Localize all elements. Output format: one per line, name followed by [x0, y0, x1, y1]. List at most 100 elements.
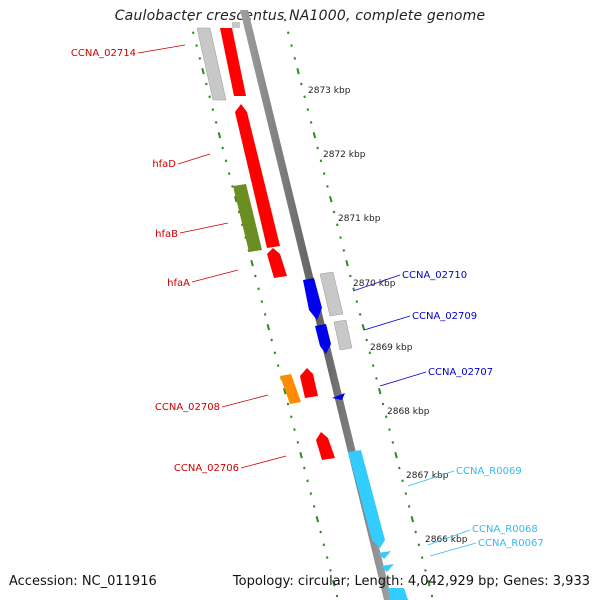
label-hfaa[interactable]: hfaA [167, 278, 190, 289]
outer-tick-row-tick [381, 402, 385, 406]
outer-tick-row-tick [312, 132, 317, 139]
inner-tick-row-tick [221, 146, 224, 150]
outer-tick-row-tick [375, 377, 378, 380]
inner-tick-row-tick [234, 196, 238, 203]
inner-tick-row-tick [192, 31, 195, 35]
inner-tick-row-tick [315, 516, 320, 523]
gene-hfab[interactable] [233, 184, 262, 252]
inner-tick-row-tick [309, 492, 313, 495]
inner-tick-row-tick [257, 287, 260, 291]
kbp-label-2867: 2867 kbp [406, 471, 449, 481]
label-ccna-r0069[interactable]: CCNA_R0069 [456, 466, 522, 477]
label-ccna-02714[interactable]: CCNA_02714 [71, 48, 136, 59]
rna-bottom[interactable] [388, 588, 408, 600]
kbp-label-2873: 2873 kbp [308, 86, 351, 96]
inner-tick-row-tick [201, 68, 205, 75]
outer-tick-row-tick [355, 300, 359, 303]
inner-tick-row-tick [237, 210, 241, 214]
outer-tick-row-tick [342, 249, 346, 252]
gene-ccna-02706[interactable] [316, 432, 335, 460]
outer-tick-row-tick [332, 210, 336, 214]
inner-tick-row-tick [329, 569, 332, 572]
inner-tick-row-tick [322, 543, 326, 547]
outer-tick-row-tick [398, 466, 401, 470]
inner-tick-row-tick [227, 172, 231, 175]
gene-hfad[interactable] [235, 104, 280, 248]
outer-tick-row-tick [391, 441, 395, 444]
outer-tick-row-tick [306, 108, 310, 111]
outer-tick-row-tick [336, 223, 339, 227]
label-ccna-r0068[interactable]: CCNA_R0068 [472, 524, 538, 535]
gene-ccna-02707[interactable] [332, 393, 345, 400]
label-hfab[interactable]: hfaB [155, 229, 178, 240]
outer-tick-row-tick [349, 274, 352, 278]
tick-rows [188, 18, 434, 598]
rna-ccna-r0068[interactable] [378, 551, 391, 559]
outer-tick-row-tick [385, 415, 388, 419]
outer-tick-row-tick [414, 530, 417, 534]
inner-tick-row-tick [195, 44, 198, 47]
label-ccna-r0067[interactable]: CCNA_R0067 [478, 538, 544, 549]
inner-tick-row-tick [335, 594, 339, 598]
outer-tick-row-tick [339, 236, 342, 239]
inner-tick-row-tick [266, 324, 271, 331]
gene-grey-top[interactable] [232, 22, 240, 28]
inner-tick-row-tick [241, 223, 244, 227]
outer-tick-row-tick [309, 121, 313, 124]
map-title: Caulobacter crescentus NA1000, complete … [114, 8, 486, 24]
label-ccna-02708[interactable]: CCNA_02708 [155, 402, 220, 413]
outer-tick-row-tick [352, 287, 355, 291]
gene-ccna-02714[interactable] [196, 27, 227, 101]
rna-ccna-r0067[interactable] [381, 564, 394, 572]
inner-tick-row-tick [270, 338, 273, 342]
inner-tick-row-tick [283, 388, 287, 395]
outer-tick-row-tick [371, 364, 375, 367]
gene-grey-3[interactable] [333, 319, 353, 351]
inner-tick-row-tick [293, 428, 296, 431]
gene-ccna-02709[interactable] [315, 324, 331, 354]
inner-tick-row-tick [286, 402, 290, 406]
outer-tick-row-tick [407, 505, 411, 508]
inner-tick-row-tick [325, 556, 329, 559]
outer-tick-row-tick [430, 594, 434, 598]
outer-tick-row-tick [296, 68, 300, 75]
inner-tick-row-tick [224, 159, 228, 163]
outer-tick-row-tick [388, 428, 391, 431]
gene-grey-2[interactable] [319, 271, 344, 317]
inner-tick-row-tick [188, 18, 192, 22]
inner-tick-row-tick [299, 452, 303, 459]
label-hfad[interactable]: hfaD [152, 159, 176, 170]
outer-tick-row-tick [394, 452, 398, 459]
rna-ccna-r0069[interactable] [348, 450, 385, 548]
inner-tick-row-tick [273, 351, 277, 355]
gene-hfaa[interactable] [267, 248, 287, 278]
inner-tick-row-tick [319, 530, 322, 534]
inner-tick-row-tick [303, 466, 306, 470]
outer-tick-row-tick [378, 388, 382, 395]
label-ccna-02710[interactable]: CCNA_02710 [402, 270, 467, 281]
inner-tick-row-tick [214, 121, 218, 124]
label-ccna-02709[interactable]: CCNA_02709 [412, 311, 477, 322]
outer-tick-row-tick [303, 95, 306, 99]
accession-text: Accession: NC_011916 [9, 574, 157, 589]
gene-ccna-02710[interactable] [303, 278, 322, 320]
label-ccna-02706[interactable]: CCNA_02706 [174, 463, 239, 474]
kbp-label-2872: 2872 kbp [323, 150, 366, 160]
inner-tick-row-tick [217, 132, 222, 139]
gene-red-1[interactable] [220, 28, 246, 96]
inner-tick-row-tick [332, 580, 336, 587]
inner-tick-row-tick [250, 260, 254, 267]
inner-tick-row-tick [263, 313, 267, 316]
gene-red-2[interactable] [300, 368, 318, 398]
inner-tick-row-tick [205, 82, 208, 86]
inner-tick-row-tick [260, 300, 264, 303]
outer-tick-row-tick [401, 479, 404, 483]
outer-tick-row-tick [283, 18, 287, 22]
kbp-label-2871: 2871 kbp [338, 214, 381, 224]
label-ccna-02707[interactable]: CCNA_02707 [428, 367, 493, 378]
outer-tick-row-tick [417, 543, 421, 547]
outer-tick-row-tick [329, 196, 333, 203]
gene-ccna-02708[interactable] [280, 374, 301, 404]
outer-tick-row-tick [345, 260, 349, 267]
